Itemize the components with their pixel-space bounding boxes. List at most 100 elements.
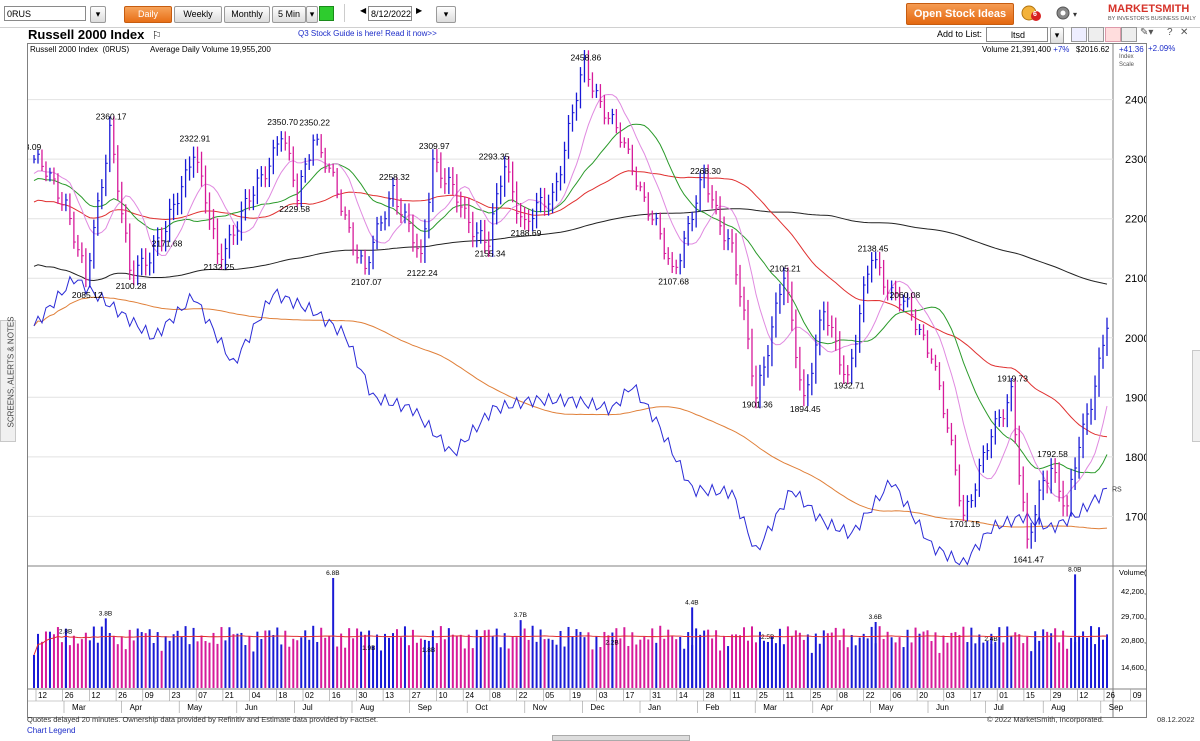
add-to-list-dropdown-button[interactable]: ▾: [1050, 27, 1064, 44]
price-annotation: 2350.22: [299, 117, 330, 127]
date-month-label: Nov: [533, 703, 547, 712]
promo-link[interactable]: Q3 Stock Guide is here! Read it now>>: [298, 29, 437, 38]
date-day-label: 21: [225, 691, 234, 700]
volume-tick-label: 42,200,000: [1121, 587, 1146, 596]
date-day-label: 23: [172, 691, 181, 700]
close-icon[interactable]: ✕: [1180, 27, 1189, 38]
page-title: Russell 2000 Index: [28, 27, 145, 42]
chart-icon[interactable]: [1071, 27, 1087, 42]
price-annotation: 1701.15: [949, 519, 980, 529]
alerts-count: 6: [1033, 11, 1037, 18]
volume-axis-label: Volume(00): [1119, 568, 1146, 577]
price-annotation: 2085.12: [72, 290, 103, 300]
rs-line: [33, 275, 1108, 566]
price-annotation: 2107.07: [351, 277, 382, 287]
date-month-label: May: [187, 703, 202, 712]
price-annotation: 1641.47: [1013, 554, 1044, 564]
add-to-list-select[interactable]: ltsd: [986, 27, 1048, 42]
date-month-label: Jul: [302, 703, 312, 712]
symbol-input[interactable]: 0RUS: [4, 6, 86, 21]
weekly-button[interactable]: Weekly: [174, 6, 222, 23]
date-month-label: Oct: [475, 703, 488, 712]
chart-legend-link[interactable]: Chart Legend: [27, 726, 76, 735]
price-annotation: 2107.68: [658, 276, 689, 286]
chevron-down-icon: ▾: [309, 9, 315, 19]
bell-icon: [1021, 5, 1041, 21]
open-stock-ideas-button[interactable]: Open Stock Ideas: [906, 3, 1014, 25]
monthly-button[interactable]: Monthly: [224, 6, 270, 23]
subheader-bar: Russell 2000 Index ⚐ Q3 Stock Guide is h…: [0, 27, 1200, 44]
date-input[interactable]: 8/12/2022: [368, 6, 412, 21]
volume-annotation: 1.9B: [362, 645, 375, 652]
price-annotation: 1901.36: [742, 400, 773, 410]
print-icon[interactable]: [1121, 27, 1137, 42]
daily-button[interactable]: Daily: [124, 6, 172, 23]
price-tick-label: 2000: [1125, 333, 1146, 345]
layout-icon[interactable]: [1088, 27, 1104, 42]
price-annotation: 2350.70: [267, 117, 298, 127]
prev-date-icon[interactable]: ◀: [360, 6, 367, 15]
volume-annotation: 3.7B: [514, 612, 527, 619]
divider: [344, 4, 345, 22]
price-annotation: 2293.35: [479, 151, 510, 161]
date-month-label: Mar: [72, 703, 86, 712]
volume-readout: Volume 21,391,400 +7%: [982, 45, 1070, 54]
date-day-label: 22: [866, 691, 875, 700]
price-tick-label: 2100: [1125, 273, 1146, 285]
pdf-icon[interactable]: [1105, 27, 1121, 42]
date-day-label: 03: [599, 691, 608, 700]
price-annotation: 2171.68: [152, 238, 183, 248]
price-annotation: 18.09: [28, 142, 42, 152]
price-volume-chart[interactable]: 2400230022002100200019001800170018.09236…: [28, 44, 1146, 717]
price-annotation: 2100.28: [116, 281, 147, 291]
date-month-label: Jun: [936, 703, 949, 712]
date-day-label: 26: [65, 691, 74, 700]
date-day-label: 15: [1026, 691, 1035, 700]
intraday-dropdown-button[interactable]: ▾: [306, 6, 318, 23]
alerts-icon[interactable]: 6: [1020, 4, 1042, 22]
date-dropdown-button[interactable]: ▾: [436, 6, 456, 23]
scale-label-1: Index: [1119, 54, 1134, 60]
scale-label-2: Scale: [1119, 62, 1135, 68]
date-day-label: 31: [652, 691, 661, 700]
price-annotation: 2229.58: [279, 204, 310, 214]
date-day-label: 08: [492, 691, 501, 700]
price-annotation: 2458.86: [570, 53, 601, 63]
flag-icon[interactable]: ⚐: [152, 30, 162, 42]
symbol-dropdown-button[interactable]: ▾: [90, 6, 106, 23]
date-day-label: 12: [38, 691, 47, 700]
green-status-icon[interactable]: [319, 6, 334, 21]
date-month-label: Jan: [648, 703, 661, 712]
date-day-label: 12: [91, 691, 100, 700]
price-annotation: 1894.45: [790, 404, 821, 414]
right-panel-tab[interactable]: [1192, 350, 1200, 442]
rs-ma-line: [33, 296, 1108, 530]
volume-annotation: 2.5B: [761, 634, 774, 641]
footer: Quotes delayed 20 minutes. Ownership dat…: [27, 715, 1195, 739]
date-day-label: 24: [465, 691, 474, 700]
ma-50-line: [33, 170, 1108, 438]
horizontal-scrollbar[interactable]: [552, 735, 690, 741]
price-tick-label: 2200: [1125, 214, 1146, 226]
next-date-icon[interactable]: ▶: [416, 6, 423, 15]
settings-button[interactable]: ▾: [1054, 4, 1082, 22]
footer-date: 08.12.2022: [1157, 715, 1195, 724]
date-day-label: 26: [1106, 691, 1115, 700]
intraday-button[interactable]: 5 Min: [272, 6, 306, 23]
date-day-label: 07: [198, 691, 207, 700]
screens-alerts-notes-tab[interactable]: SCREENS, ALERTS & NOTES: [0, 317, 16, 442]
marketsmith-tagline: BY INVESTOR'S BUSINESS DAILY: [1108, 16, 1196, 22]
change-readout: +41.36: [1119, 45, 1144, 54]
price-annotation: 2122.24: [407, 268, 438, 278]
average-volume: Average Daily Volume 19,955,200: [150, 45, 271, 54]
price-annotation: 2309.97: [419, 141, 450, 151]
tools-icon[interactable]: ✎▾: [1140, 27, 1154, 38]
price-readout: $2016.62: [1076, 45, 1110, 54]
date-month-label: Sep: [418, 703, 433, 712]
date-month-label: May: [878, 703, 893, 712]
price-tick-label: 1800: [1125, 452, 1146, 464]
chart-header-name: Russell 2000 Index (0RUS): [30, 45, 130, 54]
change-pct-readout: +2.09%: [1148, 44, 1176, 53]
add-to-list-label: Add to List:: [937, 29, 983, 39]
help-icon[interactable]: ?: [1167, 27, 1173, 38]
